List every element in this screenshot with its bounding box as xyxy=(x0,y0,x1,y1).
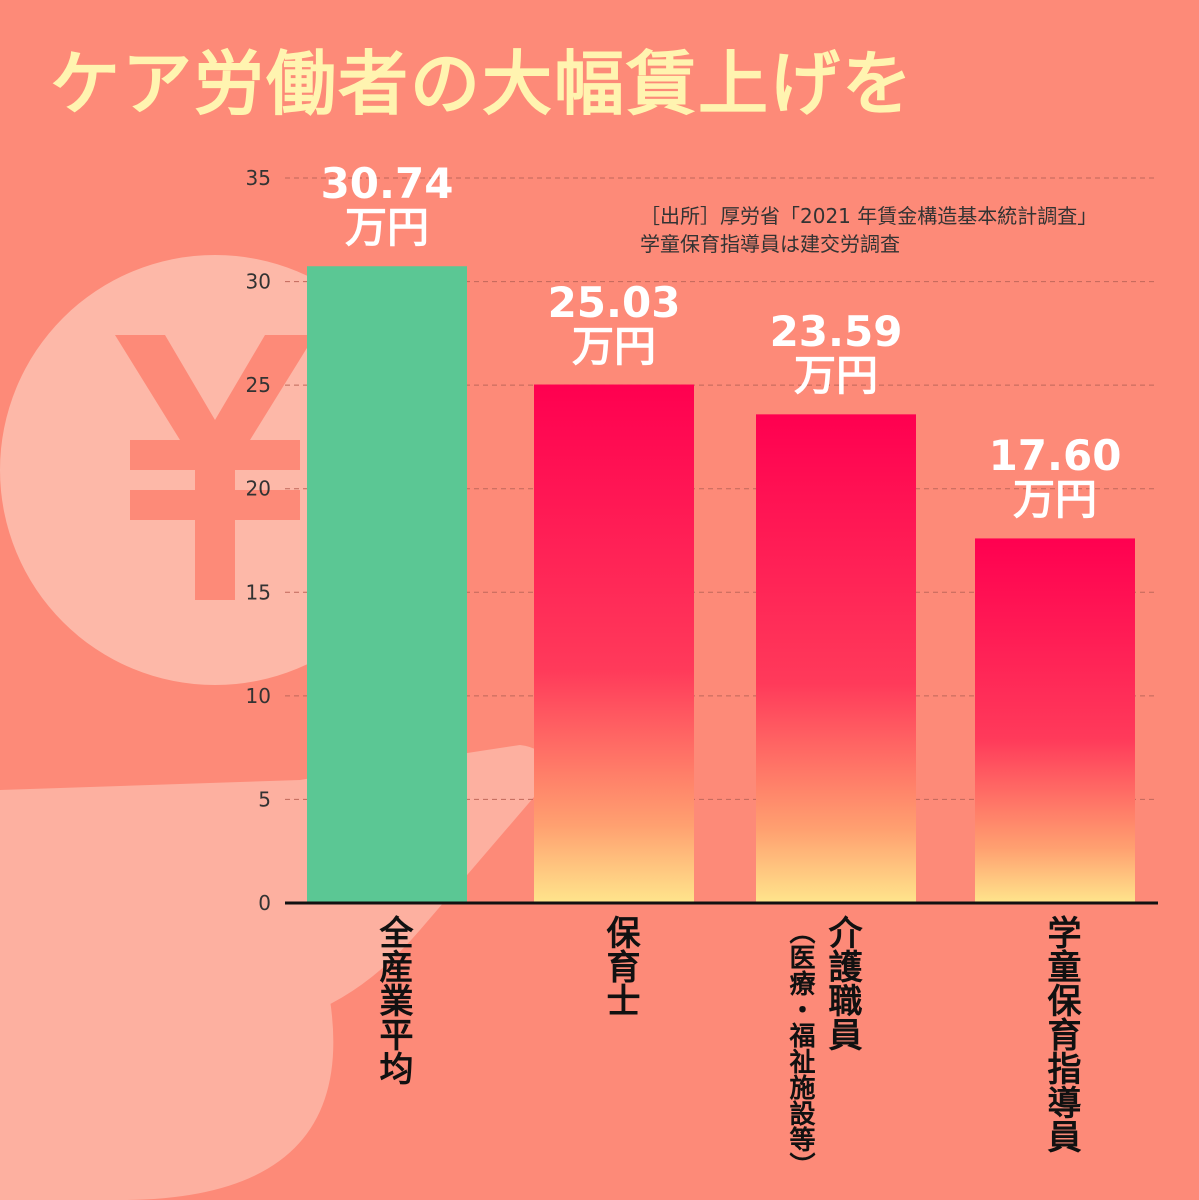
y-tick-label: 10 xyxy=(246,684,271,708)
value-label: 17.60万円 xyxy=(988,431,1122,525)
x-tick-label: 介護職員 xyxy=(822,915,862,1051)
value-label: 23.59万円 xyxy=(769,307,903,401)
y-tick-label: 0 xyxy=(258,891,271,915)
chart-title: ケア労働者の大幅賃上げを xyxy=(50,43,914,125)
x-tick-label: 全産業平均 xyxy=(373,915,413,1085)
y-tick-label: 25 xyxy=(246,373,271,397)
x-tick-sublabel: （医療・福祉施設等） xyxy=(785,918,815,1178)
x-tick-label: 保育士 xyxy=(600,915,640,1017)
hand-palm xyxy=(0,1000,334,1200)
value-label: 30.74万円 xyxy=(320,159,454,253)
source-note: ［出所］厚労省「2021 年賃金構造基本統計調査」 xyxy=(640,204,1098,228)
source-note: 学童保育指導員は建交労調査 xyxy=(640,232,900,256)
y-tick-label: 20 xyxy=(246,477,271,501)
y-tick-label: 15 xyxy=(246,580,271,604)
bar xyxy=(534,384,694,903)
y-tick-label: 30 xyxy=(246,270,271,294)
bar xyxy=(975,538,1135,903)
yen-sign xyxy=(115,335,315,600)
y-tick-label: 35 xyxy=(246,166,271,190)
x-tick-label: 学童保育指導員 xyxy=(1041,915,1081,1153)
bar xyxy=(307,266,467,903)
bar xyxy=(756,414,916,903)
value-label: 25.03万円 xyxy=(547,277,681,371)
y-tick-label: 5 xyxy=(258,787,271,811)
